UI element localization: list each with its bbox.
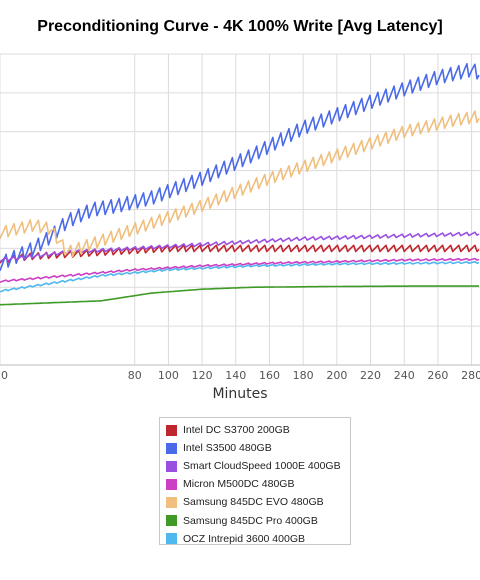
legend-label: Smart CloudSpeed 1000E 400GB (183, 460, 341, 473)
legend-item[interactable]: Intel S3500 480GB (166, 439, 344, 457)
legend-label: Intel S3500 480GB (183, 442, 272, 455)
legend-swatch (166, 442, 177, 454)
legend-label: Micron M500DC 480GB (183, 478, 295, 491)
series-line-2 (0, 62, 480, 271)
grid-layer (0, 53, 480, 366)
legend-label: Samsung 845DC EVO 480GB (183, 496, 324, 509)
x-tick-label: 100 (158, 369, 179, 382)
legend-label: Intel DC S3700 200GB (183, 424, 290, 437)
x-tick-label: 280 (461, 369, 480, 382)
x-tick-label: 260 (427, 369, 448, 382)
x-tick-label: 220 (360, 369, 381, 382)
x-tick-label: 140 (225, 369, 246, 382)
series-line-4 (0, 257, 480, 283)
series-line-5 (0, 110, 480, 258)
legend-item[interactable]: OCZ Intrepid 3600 400GB (166, 530, 344, 548)
series-layer (0, 62, 480, 306)
legend-swatch (166, 424, 177, 436)
x-tick-label: 0 (1, 369, 8, 382)
legend-swatch (166, 533, 177, 545)
legend: Intel DC S3700 200GB Intel S3500 480GB Sma… (159, 417, 351, 545)
legend-swatch (166, 460, 177, 472)
legend-swatch (166, 478, 177, 490)
legend-item[interactable]: Samsung 845DC EVO 480GB (166, 493, 344, 511)
x-tick-label: 120 (192, 369, 213, 382)
legend-label: OCZ Intrepid 3600 400GB (183, 532, 305, 545)
legend-item[interactable]: Smart CloudSpeed 1000E 400GB (166, 457, 344, 475)
series-line-1 (0, 244, 480, 264)
legend-item[interactable]: Samsung 845DC Pro 400GB (166, 511, 344, 529)
x-tick-label: 160 (259, 369, 280, 382)
series-line-7 (0, 260, 480, 293)
legend-item[interactable]: Micron M500DC 480GB (166, 475, 344, 493)
x-tick-label: 80 (128, 369, 142, 382)
legend-swatch (166, 515, 177, 527)
legend-label: Samsung 845DC Pro 400GB (183, 514, 318, 527)
legend-item[interactable]: Intel DC S3700 200GB (166, 421, 344, 439)
x-tick-label: 200 (326, 369, 347, 382)
tick-layer: 0 80 100 120 140 160 180 200 220 240 260 280 (1, 369, 480, 382)
plot-area: 0 80 100 120 140 160 180 200 220 240 260 280 (0, 53, 480, 382)
legend-swatch (166, 496, 177, 508)
x-axis-label: Minutes (212, 386, 268, 402)
x-tick-label: 180 (293, 369, 314, 382)
chart-title: Preconditioning Curve - 4K 100% Write [A… (37, 18, 443, 35)
x-tick-label: 240 (394, 369, 415, 382)
series-line-6 (0, 285, 479, 306)
